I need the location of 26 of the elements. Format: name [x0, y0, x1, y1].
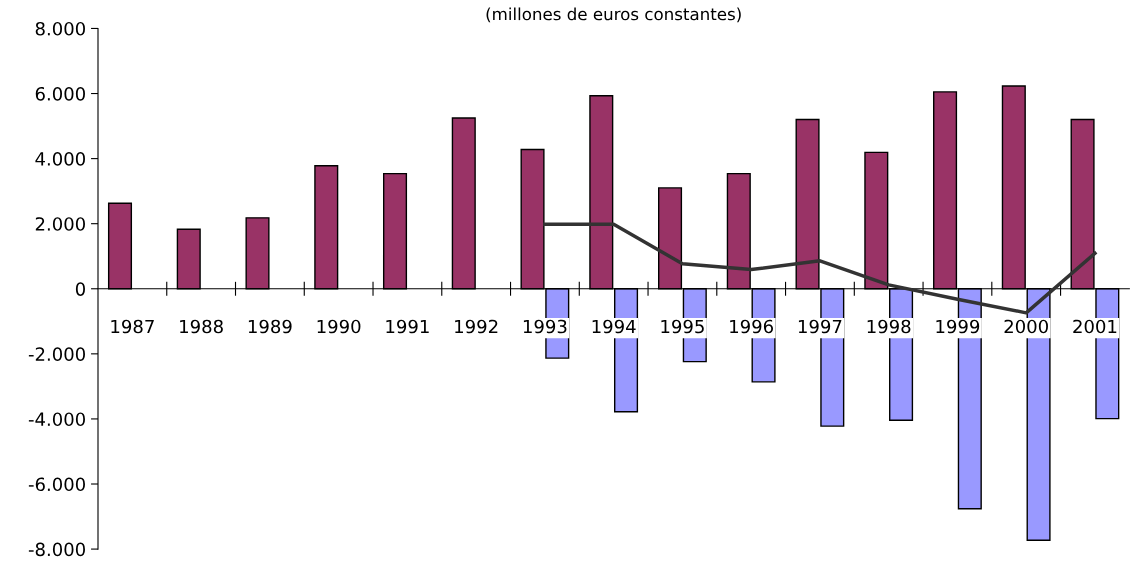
y-tick-label: -4.000 — [28, 412, 85, 427]
x-tick-label: 2000 — [1004, 319, 1048, 334]
y-tick-label: 4.000 — [35, 152, 85, 166]
y-tick-label: -6.000 — [28, 477, 85, 492]
x-tick-label: 1989 — [248, 319, 292, 334]
x-tick-label: 1987 — [111, 319, 154, 334]
y-tick-label: 2.000 — [35, 217, 85, 231]
x-tick-label: 1990 — [317, 319, 361, 334]
x-tick-label: 1991 — [386, 319, 429, 334]
x-tick-label: 1997 — [798, 319, 842, 334]
chart-title: (millones de euros constantes) — [486, 7, 741, 23]
y-tick-label: -8.000 — [28, 542, 85, 557]
x-tick-label: 2001 — [1073, 319, 1117, 334]
x-tick-label: 1994 — [592, 319, 636, 334]
x-tick-label: 1993 — [523, 319, 567, 334]
x-tick-label: 1992 — [455, 319, 498, 334]
y-tick-label: 0 — [75, 282, 85, 296]
x-tick-label: 1995 — [661, 319, 704, 334]
x-tick-label: 1998 — [867, 319, 911, 334]
x-tick-label: 1999 — [936, 319, 980, 334]
x-tick-label: 1988 — [180, 319, 223, 334]
x-tick-label: 1996 — [730, 319, 774, 334]
y-tick-label: 6.000 — [35, 86, 85, 101]
line-series — [543, 222, 1097, 315]
y-tick-label: -2.000 — [28, 347, 85, 361]
y-tick-label: 8.000 — [35, 21, 85, 36]
